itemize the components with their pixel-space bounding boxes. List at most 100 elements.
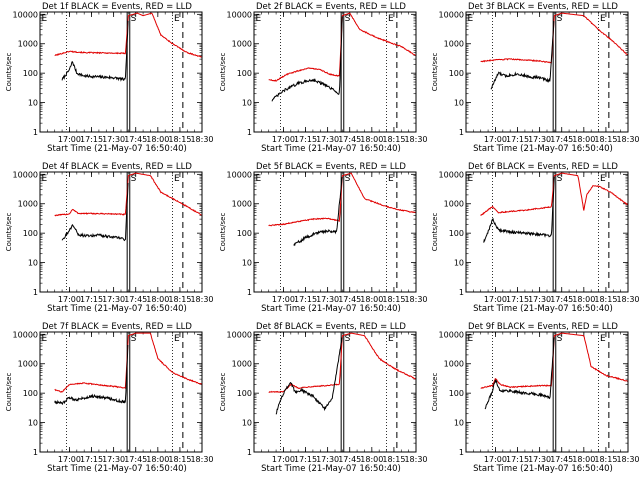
y-tick-label: 10 [454, 259, 464, 268]
x-tick-label: 18:00 [360, 455, 383, 464]
x-tick-label: 17:15 [294, 455, 317, 464]
phase-marker-label: S [557, 14, 563, 24]
x-tick-label: 18:00 [572, 135, 595, 144]
y-tick-label: 10000 [439, 10, 464, 19]
x-tick-label: 17:15 [506, 455, 529, 464]
phase-marker-label: S [131, 14, 137, 24]
x-tick-label: 18:30 [616, 455, 639, 464]
y-tick-label: 100 [449, 69, 464, 78]
lld-series-line [54, 12, 202, 58]
y-tick-label: 10 [28, 259, 38, 268]
lld-series-line [54, 172, 202, 217]
panel-det-7: Det 7f BLACK = Events, RED = LLD Counts/s… [5, 322, 214, 474]
panel-det-4: Det 4f BLACK = Events, RED = LLD Counts/s… [5, 162, 214, 314]
x-axis-label: Start Time (21-May-07 16:50:40) [473, 304, 613, 314]
x-axis-label: Start Time (21-May-07 16:50:40) [261, 304, 401, 314]
panel-title: Det 3f BLACK = Events, RED = LLD [468, 2, 618, 12]
y-tick-label: 100 [449, 229, 464, 238]
events-series-line [293, 177, 343, 247]
y-tick-label: 100 [237, 389, 252, 398]
panel-title: Det 2f BLACK = Events, RED = LLD [256, 2, 406, 12]
x-tick-label: 18:00 [360, 295, 383, 304]
x-tick-label: 17:00 [484, 135, 507, 144]
x-tick-label: 17:15 [294, 295, 317, 304]
y-tick-label: 10000 [227, 10, 252, 19]
x-tick-label: 17:00 [272, 295, 295, 304]
plot-area [54, 172, 202, 242]
phase-marker-label: E [600, 174, 606, 184]
x-tick-label: 17:00 [272, 455, 295, 464]
x-tick-label: 18:30 [190, 455, 213, 464]
panel-det-3: Det 3f BLACK = Events, RED = LLD Counts/s… [431, 2, 640, 154]
y-tick-label: 1000 [444, 40, 464, 49]
phase-marker-label: S [345, 14, 351, 24]
phase-marker-label: S [345, 334, 351, 344]
x-tick-label: 18:30 [404, 455, 427, 464]
x-tick-label: 18:30 [404, 135, 427, 144]
plot-area [480, 172, 628, 243]
plot-frame [465, 171, 629, 293]
x-tick-label: 17:00 [272, 135, 295, 144]
x-axis-label: Start Time (21-May-07 16:50:40) [47, 304, 187, 314]
y-tick-label: 10 [28, 419, 38, 428]
x-tick-label: 17:45 [124, 455, 147, 464]
plot-frame [39, 331, 203, 453]
y-axis-label: Counts/sec [431, 53, 439, 92]
x-axis-label: Start Time (21-May-07 16:50:40) [261, 464, 401, 474]
panel-det-1: Det 1f BLACK = Events, RED = LLD Counts/s… [5, 2, 214, 154]
plot-area [268, 172, 416, 247]
x-tick-label: 18:30 [190, 135, 213, 144]
y-tick-label: 100 [237, 229, 252, 238]
y-axis-label: Counts/sec [431, 213, 439, 252]
phase-marker-label: E [41, 334, 47, 344]
y-tick-label: 1000 [18, 40, 38, 49]
panel-det-9: Det 9f BLACK = Events, RED = LLD Counts/s… [431, 322, 640, 474]
phase-marker-label: E [388, 174, 394, 184]
x-axis-label: Start Time (21-May-07 16:50:40) [473, 464, 613, 474]
plot-area [54, 12, 202, 82]
y-tick-label: 1 [247, 128, 252, 137]
panel-title: Det 1f BLACK = Events, RED = LLD [42, 2, 192, 12]
y-tick-label: 10 [242, 419, 252, 428]
x-tick-label: 18:15 [168, 295, 191, 304]
plot-frame [253, 11, 417, 133]
x-tick-label: 17:30 [102, 295, 125, 304]
panel-det-6: Det 6f BLACK = Events, RED = LLD Counts/s… [431, 162, 640, 314]
x-tick-label: 18:00 [146, 135, 169, 144]
events-series-line [54, 344, 129, 405]
x-axis-label: Start Time (21-May-07 16:50:40) [47, 464, 187, 474]
x-tick-label: 18:15 [594, 455, 617, 464]
y-tick-label: 10000 [13, 330, 38, 339]
plot-area [54, 332, 202, 405]
y-tick-label: 10 [28, 99, 38, 108]
y-tick-label: 10 [454, 99, 464, 108]
phase-marker-label: S [557, 174, 563, 184]
phase-marker-label: E [174, 14, 180, 24]
y-tick-label: 100 [23, 229, 38, 238]
y-tick-label: 10 [454, 419, 464, 428]
phase-marker-label: E [388, 334, 394, 344]
y-axis-label: Counts/sec [5, 213, 13, 252]
x-tick-label: 18:15 [382, 135, 405, 144]
lld-series-line [480, 12, 628, 64]
y-tick-label: 1000 [232, 40, 252, 49]
x-tick-label: 17:00 [58, 295, 81, 304]
x-tick-label: 18:00 [146, 455, 169, 464]
y-tick-label: 1000 [232, 200, 252, 209]
y-tick-label: 10000 [227, 330, 252, 339]
phase-marker-label: E [41, 174, 47, 184]
x-tick-label: 17:15 [80, 295, 103, 304]
plot-area [268, 332, 416, 415]
events-series-line [484, 337, 555, 410]
x-tick-label: 17:00 [484, 295, 507, 304]
y-tick-label: 10000 [13, 170, 38, 179]
x-axis-label: Start Time (21-May-07 16:50:40) [261, 144, 401, 154]
x-tick-label: 18:00 [572, 455, 595, 464]
y-tick-label: 10000 [13, 10, 38, 19]
x-tick-label: 17:30 [528, 295, 551, 304]
y-tick-label: 10 [242, 99, 252, 108]
phase-marker-label: E [467, 174, 473, 184]
x-tick-label: 18:00 [146, 295, 169, 304]
y-tick-label: 10000 [227, 170, 252, 179]
y-tick-label: 1000 [444, 360, 464, 369]
